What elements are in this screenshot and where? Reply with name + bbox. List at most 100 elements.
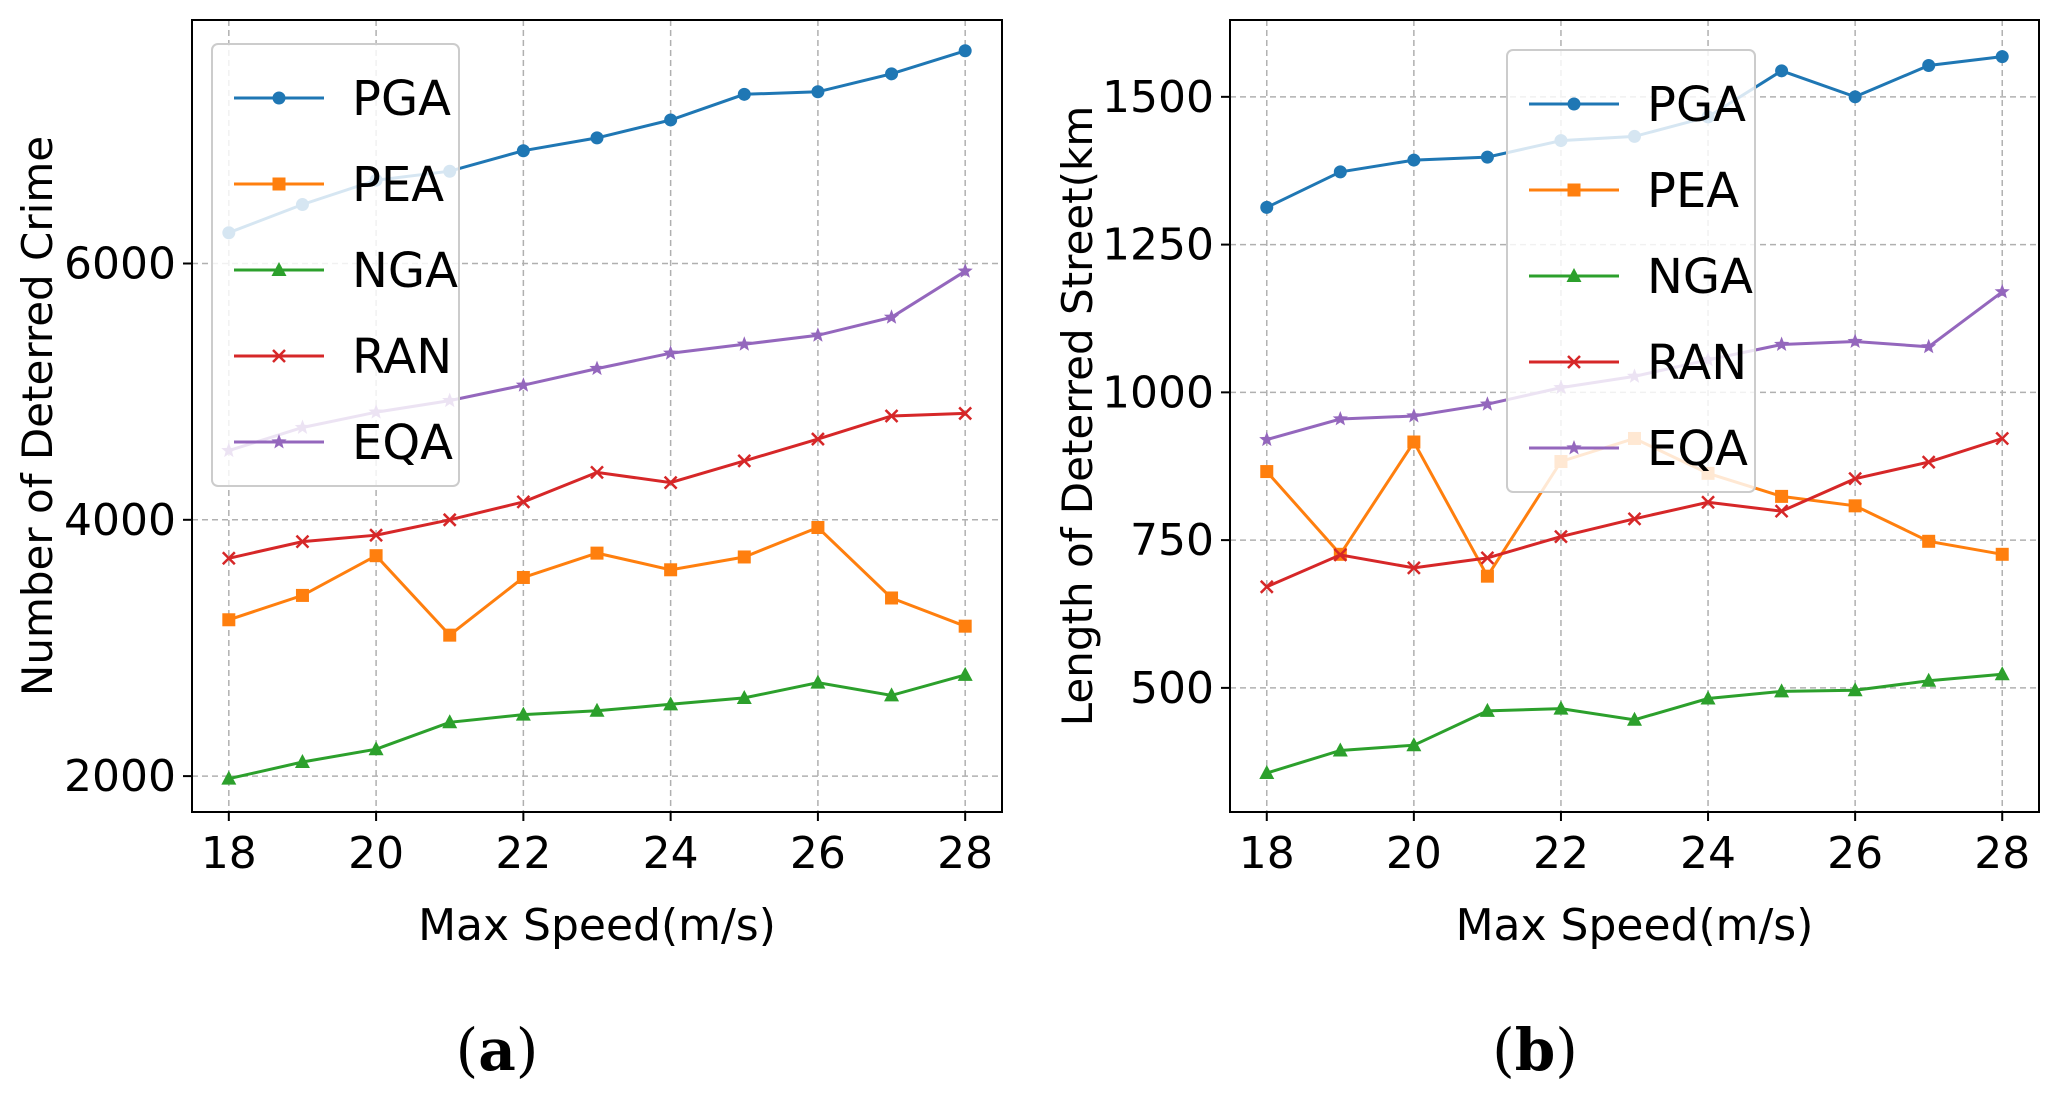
data-point-nga xyxy=(1259,764,1275,779)
panel-a-chart: 18 20 22 24 26 28 2000 4000 6000 Max Speed(m/s) Nu… xyxy=(13,19,1003,1084)
data-point-pea xyxy=(1260,465,1274,479)
data-point-pga xyxy=(664,113,678,127)
x-tick-label: 20 xyxy=(348,828,404,879)
x-tick-label: 20 xyxy=(1386,828,1442,879)
series-line-nga xyxy=(228,673,966,781)
data-point-ran xyxy=(221,551,236,566)
data-point-ran xyxy=(958,406,973,421)
y-axis-label: Length of Deterred Street(km xyxy=(1053,106,1102,727)
data-point-eqa xyxy=(736,336,752,351)
data-point-pga xyxy=(1922,59,1936,73)
data-point-pga xyxy=(958,44,972,58)
x-tick-label: 18 xyxy=(1239,828,1295,879)
legend-label-pea: PEA xyxy=(352,157,444,213)
data-point-pga xyxy=(885,67,899,81)
data-point-pea xyxy=(590,546,604,560)
data-point-eqa xyxy=(810,327,826,342)
legend-marker-nga xyxy=(271,262,287,276)
legend-marker-ran xyxy=(272,349,286,363)
data-point-pga xyxy=(737,87,751,101)
data-point-ran xyxy=(1848,471,1863,486)
panel-label: (b) xyxy=(1492,1016,1578,1084)
data-point-pea xyxy=(222,613,236,627)
data-point-eqa xyxy=(1994,283,2010,299)
data-point-nga xyxy=(1332,742,1348,757)
legend-label-ran: RAN xyxy=(1647,335,1747,391)
data-point-nga xyxy=(1774,683,1790,698)
data-point-pga xyxy=(516,144,530,158)
legend-label-nga: NGA xyxy=(1647,249,1753,305)
data-point-ran xyxy=(516,494,531,509)
y-tick-label: 1250 xyxy=(1102,220,1214,271)
data-point-eqa xyxy=(1406,408,1422,423)
data-point-pea xyxy=(1995,547,2009,561)
data-point-nga xyxy=(294,754,310,769)
data-point-ran xyxy=(442,512,457,527)
legend-marker-pea xyxy=(1567,183,1581,197)
data-point-pga xyxy=(811,85,825,99)
data-point-eqa xyxy=(1847,333,1863,348)
data-point-eqa xyxy=(957,263,973,278)
legend-marker-pga xyxy=(272,91,286,105)
data-point-nga xyxy=(663,696,679,711)
legend-marker-pga xyxy=(1567,97,1581,111)
data-point-nga xyxy=(1479,702,1495,717)
data-point-nga xyxy=(736,689,752,704)
data-point-pga xyxy=(1407,153,1421,167)
y-tick-label: 1000 xyxy=(1102,367,1214,418)
data-point-eqa xyxy=(1332,411,1348,426)
data-point-ran xyxy=(1701,495,1715,510)
series-line-pea xyxy=(228,525,966,638)
x-tick-label: 26 xyxy=(790,828,846,879)
legend-label-eqa: EQA xyxy=(352,415,453,471)
x-tick-label: 22 xyxy=(1533,828,1589,879)
data-point-pea xyxy=(737,550,751,564)
legend-label-nga: NGA xyxy=(352,243,458,299)
plot-frame xyxy=(1229,19,2040,813)
data-point-eqa xyxy=(589,360,605,376)
data-point-pga xyxy=(1995,50,2009,64)
data-point-ran xyxy=(295,534,310,549)
data-point-ran xyxy=(1627,511,1642,526)
legend: PGA PEA NGA RAN EQA xyxy=(1506,49,1756,493)
x-tick-label: 22 xyxy=(495,828,551,879)
data-point-nga xyxy=(1700,690,1716,705)
legend-label-ran: RAN xyxy=(352,329,452,385)
data-point-nga xyxy=(1847,682,1863,697)
data-point-nga xyxy=(1406,737,1422,752)
y-axis-label: Number of Deterred Crime xyxy=(13,136,62,696)
legend-box xyxy=(1506,49,1756,493)
legend-marker-eqa xyxy=(1566,440,1582,455)
y-tick-label: 500 xyxy=(1130,663,1214,714)
data-point-pga xyxy=(1848,90,1862,104)
data-point-pea xyxy=(516,570,530,584)
data-point-ran xyxy=(1333,548,1348,562)
data-point-pea xyxy=(664,563,678,577)
legend-label-pga: PGA xyxy=(1647,77,1746,133)
legend: PGA PEA NGA RAN EQA xyxy=(211,43,460,487)
data-point-pga xyxy=(590,131,604,145)
legend-marker-eqa xyxy=(271,434,287,449)
data-point-ran xyxy=(1774,504,1789,519)
data-point-nga xyxy=(368,741,384,756)
data-point-ran xyxy=(1480,550,1495,565)
legend-label-pga: PGA xyxy=(352,71,451,127)
y-tick-label: 2000 xyxy=(64,751,176,802)
data-point-nga xyxy=(221,770,237,785)
plot-frame xyxy=(191,19,1003,813)
data-point-pea xyxy=(295,588,309,602)
y-tick-label: 4000 xyxy=(64,495,176,546)
data-point-ran xyxy=(1554,529,1568,544)
data-point-ran xyxy=(590,465,604,480)
legend-label-eqa: EQA xyxy=(1647,421,1748,477)
x-tick-label: 18 xyxy=(201,828,257,879)
data-point-eqa xyxy=(1479,396,1495,411)
data-point-eqa xyxy=(883,309,900,324)
data-point-pga xyxy=(1333,165,1347,179)
data-point-pea xyxy=(1480,569,1494,583)
data-point-pga xyxy=(1775,64,1789,78)
data-point-nga xyxy=(1627,711,1642,726)
y-tick-label: 750 xyxy=(1130,515,1214,566)
data-point-ran xyxy=(1406,561,1421,575)
